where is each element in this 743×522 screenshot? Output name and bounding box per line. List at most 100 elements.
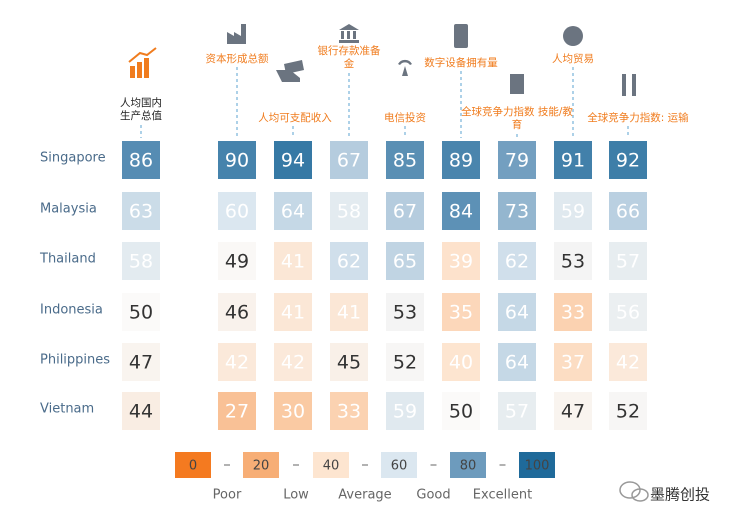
cell-value: 59 bbox=[393, 401, 417, 423]
cell-value: 47 bbox=[561, 401, 585, 423]
row-label: Malaysia bbox=[40, 202, 97, 217]
legend-swatch bbox=[175, 452, 211, 478]
cell-value: 42 bbox=[616, 352, 640, 374]
cell bbox=[122, 293, 160, 331]
icon-bank bbox=[339, 24, 359, 43]
cell-value: 64 bbox=[505, 302, 529, 324]
cell bbox=[274, 392, 312, 430]
icons bbox=[128, 24, 636, 96]
cell bbox=[554, 141, 592, 179]
cell-value: 65 bbox=[393, 251, 417, 273]
column-header: 人均贸易 bbox=[552, 53, 594, 65]
cell bbox=[386, 192, 424, 230]
cell-value: 67 bbox=[337, 150, 361, 172]
legend-tick: 40 bbox=[323, 459, 340, 474]
cell bbox=[498, 293, 536, 331]
cell bbox=[554, 293, 592, 331]
legend-swatch bbox=[450, 452, 486, 478]
icon-factory bbox=[227, 24, 246, 44]
legend-tick: 60 bbox=[391, 459, 408, 474]
cell-value: 40 bbox=[449, 352, 473, 374]
cell bbox=[442, 392, 480, 430]
cell-value: 44 bbox=[129, 401, 153, 423]
cell-value: 37 bbox=[561, 352, 585, 374]
icon-tower bbox=[398, 59, 412, 76]
cell bbox=[274, 343, 312, 381]
cell bbox=[554, 392, 592, 430]
cell-value: 35 bbox=[449, 302, 473, 324]
cell-value: 58 bbox=[337, 201, 361, 223]
cell-value: 64 bbox=[281, 201, 305, 223]
icon-road bbox=[622, 74, 636, 96]
column-header: 全球竞争力指数 技能/教育 bbox=[461, 106, 573, 131]
cell-value: 47 bbox=[129, 352, 153, 374]
cell-value: 30 bbox=[281, 401, 305, 423]
watermark-icon bbox=[619, 481, 649, 502]
legend-label: Excellent bbox=[473, 488, 532, 503]
row-label: Thailand bbox=[39, 252, 96, 267]
cell-value: 90 bbox=[225, 150, 249, 172]
column-header: 全球竞争力指数: 运输 bbox=[587, 112, 689, 124]
cell bbox=[330, 192, 368, 230]
icon-hand-money bbox=[276, 60, 304, 82]
cell bbox=[386, 242, 424, 280]
cell bbox=[218, 293, 256, 331]
legend-tick: 0 bbox=[189, 459, 197, 474]
cell bbox=[330, 293, 368, 331]
cell bbox=[330, 242, 368, 280]
cell-value: 33 bbox=[337, 401, 361, 423]
column-header: 电信投资 bbox=[384, 112, 426, 124]
cell-value: 91 bbox=[561, 150, 585, 172]
row-label: Singapore bbox=[40, 151, 106, 166]
cell bbox=[122, 192, 160, 230]
cell-value: 27 bbox=[225, 401, 249, 423]
legend-label: Poor bbox=[213, 488, 242, 503]
cell-value: 50 bbox=[449, 401, 473, 423]
cell bbox=[330, 392, 368, 430]
cell bbox=[218, 242, 256, 280]
legend-swatch bbox=[381, 452, 417, 478]
cell-value: 42 bbox=[281, 352, 305, 374]
cell-value: 41 bbox=[337, 302, 361, 324]
legend-swatch bbox=[313, 452, 349, 478]
column-header: 资本形成总额 bbox=[205, 53, 269, 65]
cell-value: 56 bbox=[616, 302, 640, 324]
cell bbox=[218, 141, 256, 179]
cell bbox=[386, 343, 424, 381]
cell bbox=[442, 192, 480, 230]
cell bbox=[218, 392, 256, 430]
cell bbox=[274, 293, 312, 331]
cell-value: 84 bbox=[449, 201, 473, 223]
cell-value: 33 bbox=[561, 302, 585, 324]
legend-label: Average bbox=[338, 488, 391, 503]
cell-value: 57 bbox=[616, 251, 640, 273]
cell-value: 94 bbox=[281, 150, 305, 172]
cell bbox=[274, 242, 312, 280]
cell bbox=[122, 343, 160, 381]
cell-value: 53 bbox=[393, 302, 417, 324]
cell-value: 50 bbox=[129, 302, 153, 324]
legend-label: Good bbox=[416, 488, 450, 503]
cell-value: 53 bbox=[561, 251, 585, 273]
cell bbox=[498, 192, 536, 230]
cell-value: 64 bbox=[505, 352, 529, 374]
cell-value: 42 bbox=[225, 352, 249, 374]
cell bbox=[498, 392, 536, 430]
cell bbox=[330, 343, 368, 381]
cell bbox=[122, 141, 160, 179]
cell-value: 57 bbox=[505, 401, 529, 423]
icon-growth bbox=[128, 47, 157, 78]
cell-value: 73 bbox=[505, 201, 529, 223]
legend-label: Low bbox=[283, 488, 309, 503]
icon-trade bbox=[563, 26, 583, 46]
cell bbox=[218, 192, 256, 230]
cell-value: 67 bbox=[393, 201, 417, 223]
cell-value: 46 bbox=[225, 302, 249, 324]
cell bbox=[386, 141, 424, 179]
watermark: 墨腾创投 bbox=[650, 486, 710, 504]
cell-value: 60 bbox=[225, 201, 249, 223]
cell-value: 92 bbox=[616, 150, 640, 172]
cell-value: 85 bbox=[393, 150, 417, 172]
